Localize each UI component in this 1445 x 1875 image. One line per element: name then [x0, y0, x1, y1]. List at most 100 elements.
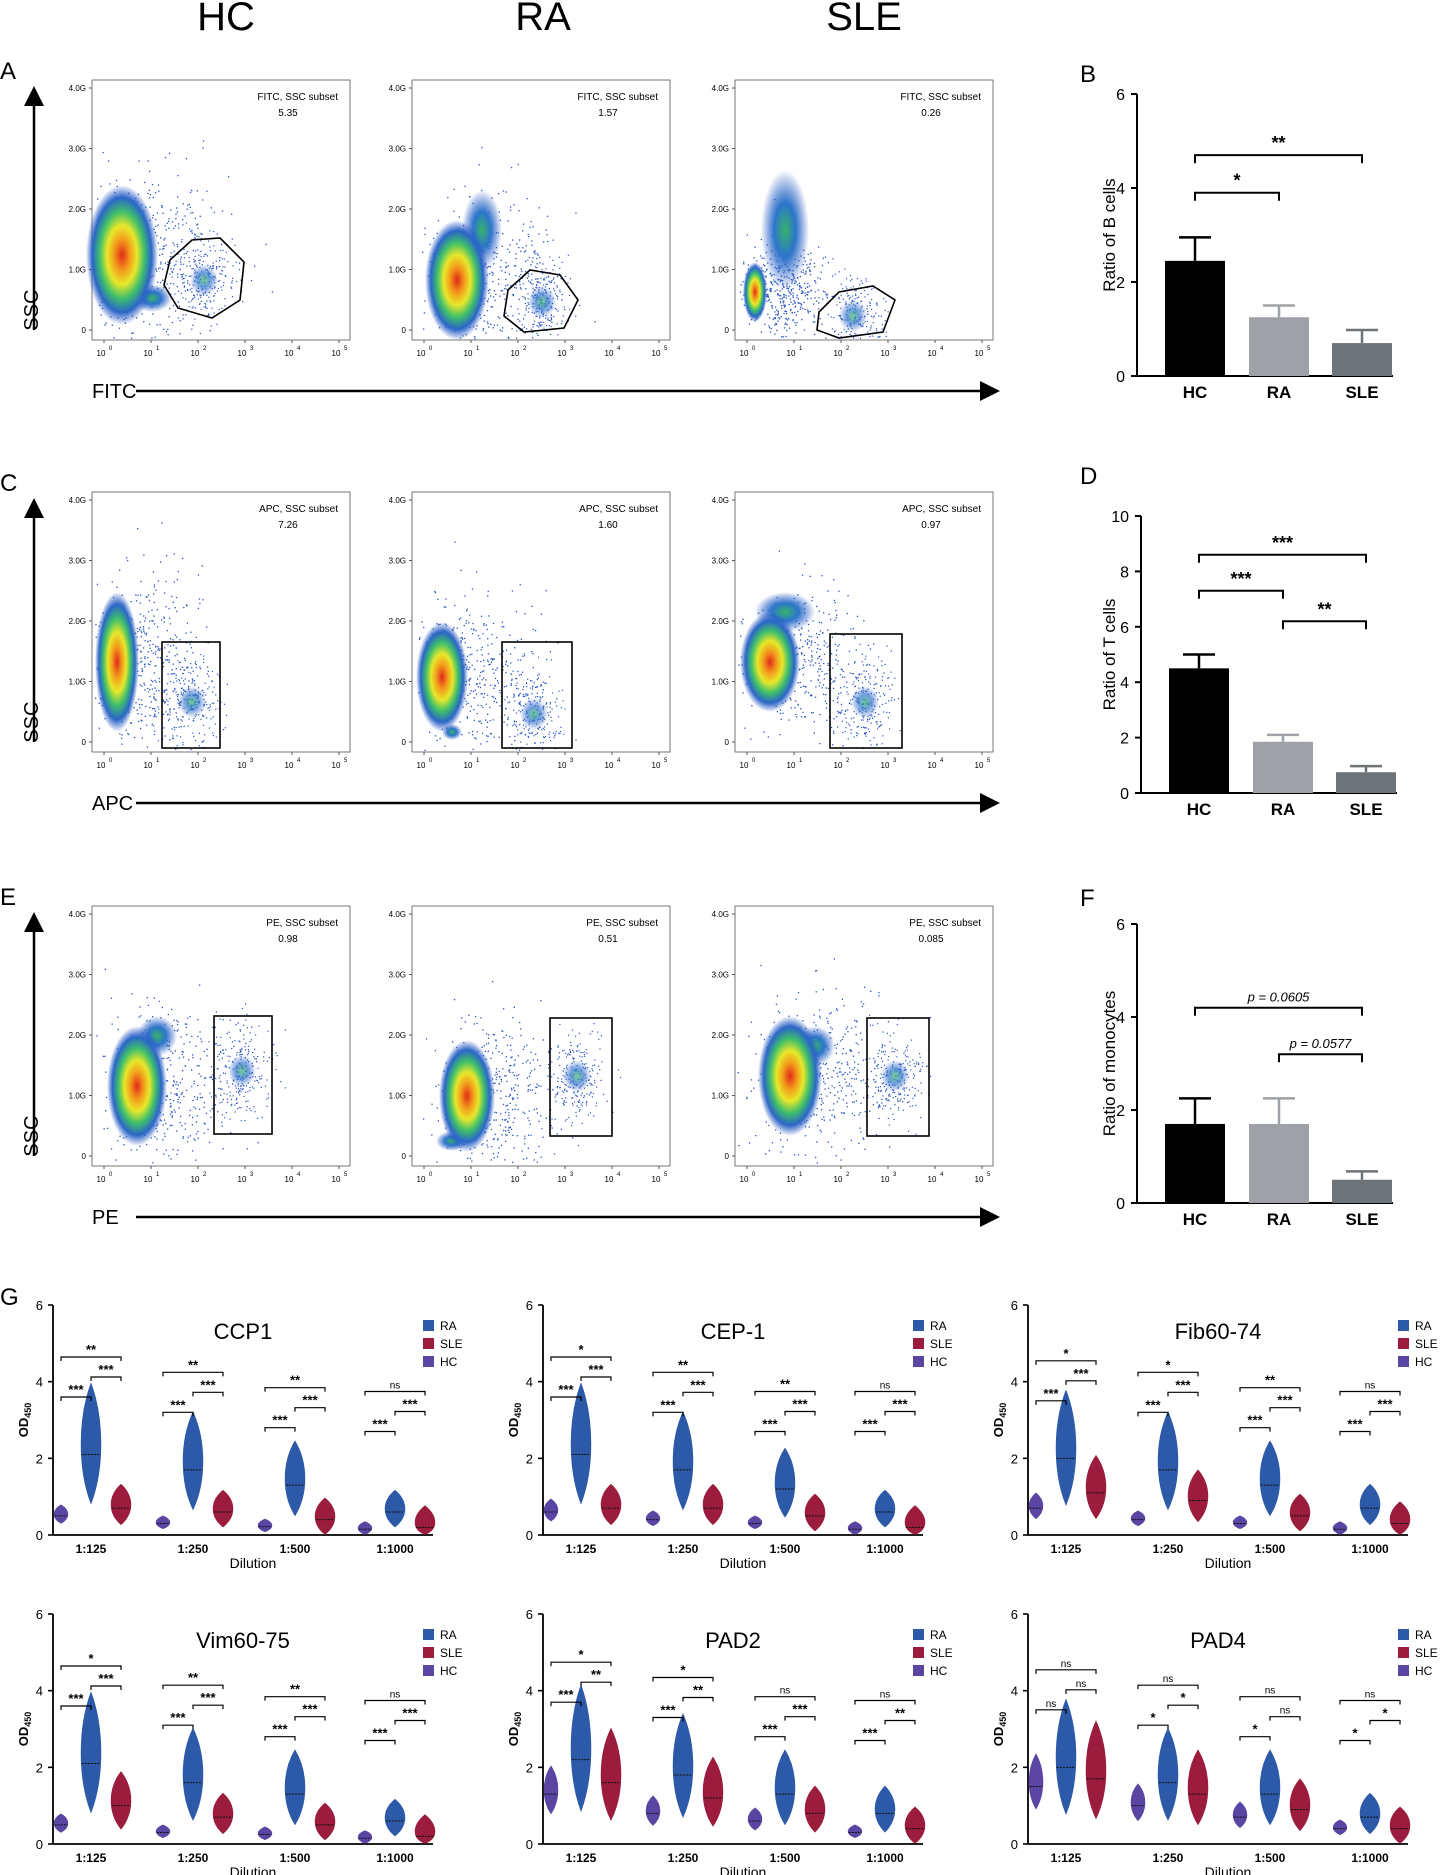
scatter-dot: [429, 731, 431, 733]
scatter-dot: [504, 288, 506, 290]
scatter-dot: [501, 1052, 503, 1055]
scatter-dot: [536, 278, 538, 280]
scatter-dot: [192, 681, 194, 683]
scatter-dot: [865, 655, 867, 657]
scatter-dot: [561, 293, 563, 296]
scatter-dot: [192, 324, 194, 326]
scatter-dot: [190, 647, 193, 649]
scatter-dot: [176, 1094, 178, 1096]
scatter-dot: [423, 626, 425, 629]
scatter-dot: [196, 190, 198, 192]
scatter-dot: [470, 705, 472, 708]
scatter-dot: [495, 1047, 497, 1049]
scatter-dot: [171, 270, 173, 273]
scatter-dot: [548, 280, 550, 282]
scatter-dot: [501, 245, 503, 247]
x-tick-label: 10: [332, 761, 341, 770]
scatter-dot: [163, 1057, 165, 1060]
scatter-dot: [466, 717, 469, 719]
scatter-dot: [469, 678, 471, 680]
scatter-dot: [480, 1017, 482, 1019]
scatter-dot: [527, 293, 529, 295]
scatter-dot: [174, 1093, 176, 1095]
scatter-dot: [876, 668, 878, 670]
scatter-dot: [198, 236, 200, 238]
scatter-dot: [210, 1075, 212, 1078]
scatter-dot: [845, 727, 847, 729]
scatter-dot: [214, 292, 216, 295]
scatter-dot: [211, 1108, 213, 1110]
scatter-dot: [505, 685, 508, 687]
scatter-dot: [229, 1091, 231, 1093]
scatter-dot: [867, 718, 869, 720]
scatter-dot: [202, 599, 204, 601]
scatter-dot: [556, 698, 558, 700]
scatter-dot: [527, 302, 529, 304]
scatter-dot: [232, 1095, 234, 1097]
scatter-dot: [891, 697, 893, 699]
scatter-dot: [530, 1070, 533, 1072]
scatter-dot: [549, 651, 551, 653]
scatter-dot: [760, 238, 762, 241]
scatter-dot: [468, 1014, 470, 1016]
scatter-dot: [868, 673, 870, 675]
scatter-dot: [172, 737, 175, 739]
scatter-dot: [140, 719, 142, 721]
scatter-dot: [482, 633, 484, 635]
scatter-dot: [496, 1076, 498, 1078]
scatter-dot: [186, 605, 188, 607]
scatter-dot: [478, 164, 480, 166]
scatter-dot: [540, 325, 542, 327]
scatter-dot: [192, 1057, 194, 1059]
scatter-dot: [172, 639, 174, 641]
scatter-dot: [536, 1086, 538, 1088]
scatter-dot: [193, 294, 195, 296]
scatter-dot: [260, 1078, 262, 1080]
scatter-dot: [150, 684, 152, 686]
scatter-dot: [572, 1049, 574, 1051]
scatter-dot: [181, 1125, 183, 1127]
scatter-dot: [854, 685, 857, 687]
scatter-dot: [506, 1104, 509, 1106]
scatter-dot: [494, 1074, 496, 1076]
scatter-dot: [228, 1060, 230, 1062]
scatter-dot: [530, 680, 532, 682]
scatter-dot: [164, 689, 166, 691]
scatter-dot: [813, 721, 815, 723]
scatter-dot: [492, 1153, 495, 1155]
scatter-dot: [784, 304, 786, 306]
scatter-dot: [173, 244, 175, 246]
scatter-dot: [844, 730, 846, 733]
scatter-dot: [207, 313, 210, 315]
scatter-dot: [187, 251, 189, 253]
scatter-dot: [222, 284, 224, 287]
x-tick-label: 10: [97, 761, 106, 770]
scatter-dot: [810, 644, 812, 646]
scatter-dot: [489, 273, 491, 275]
scatter-dot: [507, 1120, 509, 1123]
x-tick-label: 10: [464, 1175, 473, 1184]
scatter-dot: [518, 694, 520, 696]
scatter-dot: [540, 697, 542, 699]
scatter-dot: [154, 1136, 156, 1138]
scatter-dot: [494, 299, 496, 302]
scatter-dot: [780, 294, 782, 297]
scatter-dot: [840, 711, 842, 713]
scatter-dot: [140, 699, 143, 701]
scatter-dot: [171, 256, 173, 258]
scatter-dot: [104, 324, 106, 326]
scatter-dot: [526, 198, 528, 200]
scatter-dot: [205, 305, 207, 307]
scatter-dot: [532, 323, 534, 325]
scatter-dot: [520, 673, 522, 676]
scatter-dot: [855, 676, 857, 678]
x-tick-label: 10: [834, 761, 843, 770]
scatter-dot: [508, 1095, 510, 1098]
scatter-dot: [556, 298, 559, 300]
scatter-dot: [887, 677, 889, 679]
scatter-dot: [188, 680, 190, 682]
scatter-dot: [849, 333, 851, 335]
scatter-dot: [207, 1128, 209, 1131]
scatter-dot: [156, 324, 158, 326]
